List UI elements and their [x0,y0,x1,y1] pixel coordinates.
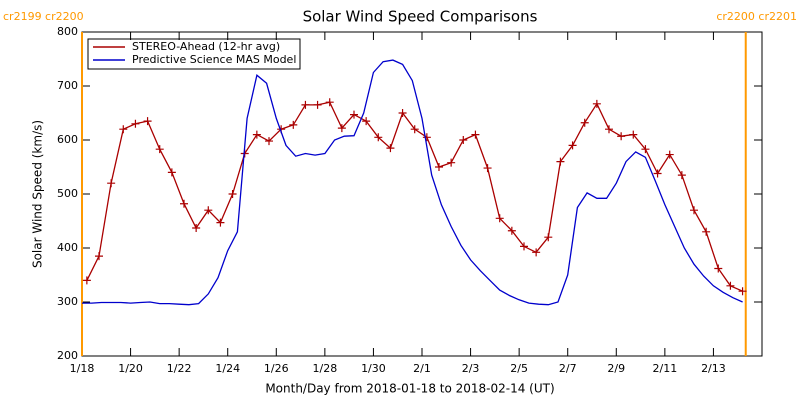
x-tick-label: 1/30 [361,362,386,375]
y-tick-label: 800 [57,25,78,38]
data-point [410,125,419,134]
carrington-label: cr2200 cr2201 [716,10,797,23]
data-point [629,130,638,139]
data-point [143,117,152,126]
data-point [82,276,91,285]
data-point [422,133,431,142]
data-point [690,206,698,215]
data-point [592,99,601,108]
x-tick-label: 2/13 [701,362,726,375]
data-point [714,264,723,273]
y-tick-label: 600 [57,133,78,146]
x-tick-label: 2/3 [462,362,480,375]
data-point [507,226,516,235]
data-point [386,144,395,153]
x-tick-label: 2/9 [607,362,625,375]
data-point [265,137,273,146]
data-point [435,163,443,171]
data-point [131,119,140,128]
data-point [726,281,735,290]
x-tick-label: 1/18 [70,362,95,375]
data-point [532,248,541,257]
chart-title: Solar Wind Speed Comparisons [303,8,538,26]
x-tick-label: 2/7 [559,362,577,375]
x-tick-label: 2/11 [653,362,678,375]
data-point [374,133,383,142]
x-tick-label: 1/22 [167,362,192,375]
data-point [447,158,456,167]
data-point [459,136,468,144]
legend-label: STEREO-Ahead (12-hr avg) [132,40,280,53]
data-point [495,214,504,223]
data-point [301,100,310,109]
data-point [216,218,225,227]
data-point [605,125,613,134]
data-point [337,124,346,133]
y-tick-label: 500 [57,187,78,200]
data-point [556,157,565,166]
data-point [580,118,589,127]
data-point [325,98,334,107]
data-point [119,125,128,134]
data-point [167,168,176,177]
x-tick-label: 1/24 [215,362,240,375]
data-point [568,141,577,150]
x-tick-label: 1/28 [313,362,338,375]
data-point [520,242,528,251]
x-tick-label: 2/5 [510,362,528,375]
data-point [665,150,674,159]
y-tick-label: 300 [57,295,78,308]
legend-box [87,38,301,70]
data-point [155,145,164,154]
data-point [653,169,662,178]
x-tick-label: 1/26 [264,362,289,375]
y-tick-label: 200 [57,349,78,362]
x-tick-label: 2/1 [413,362,431,375]
data-point [738,287,747,296]
data-point [107,179,116,188]
data-point [192,224,201,233]
legend-label: Predictive Science MAS Model [132,53,296,66]
data-point [617,132,626,141]
data-point [483,164,492,173]
data-point [289,120,298,129]
series-line [82,59,743,306]
data-point [702,227,711,236]
data-point [398,109,407,117]
y-axis-label: Solar Wind Speed (km/s) [31,120,45,268]
x-tick-label: 1/20 [118,362,143,375]
data-point [228,190,237,198]
data-point [252,130,261,139]
data-point [677,171,686,180]
data-point [313,100,322,109]
data-point [350,110,358,119]
data-point [544,233,553,242]
x-axis-label: Month/Day from 2018-01-18 to 2018-02-14 … [265,382,554,396]
data-point [471,130,480,139]
carrington-label: cr2199 cr2200 [3,10,84,23]
y-tick-label: 400 [57,241,78,254]
y-tick-label: 700 [57,79,78,92]
data-point [204,206,213,215]
data-point [180,199,188,208]
data-point [362,117,371,126]
data-point [95,252,103,261]
data-point [641,145,650,154]
